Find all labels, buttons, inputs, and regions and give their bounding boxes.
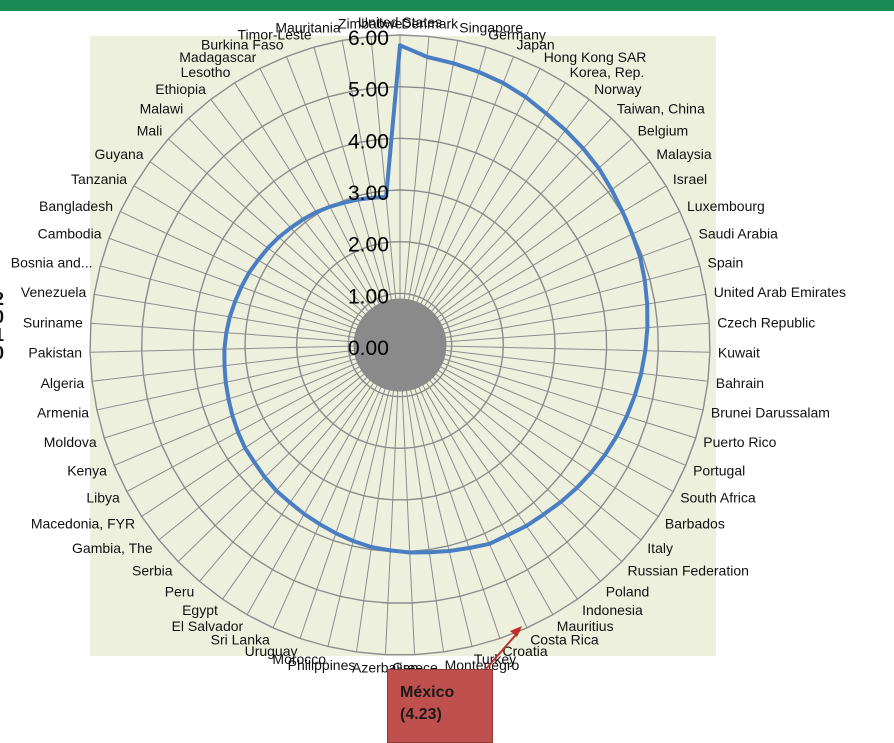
category-label: Kuwait: [718, 345, 760, 361]
category-label: El Salvador: [172, 618, 244, 634]
radial-tick-label: 0.00: [348, 337, 389, 360]
category-label: Macedonia, FYR: [31, 516, 135, 532]
category-label: Czech Republic: [717, 314, 815, 330]
category-label: Gambia, The: [72, 540, 153, 556]
category-label: Puerto Rico: [703, 434, 776, 450]
center-disc: [353, 298, 447, 392]
category-label: United States: [358, 14, 442, 30]
category-label: Barbados: [665, 516, 725, 532]
category-label: Philippines: [288, 657, 356, 673]
category-label: Tanzania: [71, 171, 127, 187]
category-label: Indonesia: [582, 602, 643, 618]
category-label: Guyana: [95, 146, 144, 162]
radial-tick-labels: 0.00 1.00 2.00 3.00 4.00 5.00 6.00: [348, 27, 389, 360]
category-label: Belgium: [638, 122, 689, 138]
category-label: Sri Lanka: [211, 632, 270, 648]
category-label: Croatia: [503, 643, 548, 659]
category-label: Libya: [86, 490, 120, 506]
category-label: Germany: [488, 27, 546, 43]
category-label: Spain: [708, 255, 744, 271]
radial-tick-label: 2.00: [348, 234, 389, 257]
category-label: Morocco: [272, 651, 326, 667]
category-label: Hong Kong SAR: [544, 49, 647, 65]
category-label: Cambodia: [38, 226, 102, 242]
category-label: Lesotho: [181, 64, 231, 80]
series-line: [222, 43, 650, 555]
category-label: Zimbabwe: [338, 15, 403, 31]
category-label: Bosnia and...: [11, 255, 93, 271]
grid-ring: [295, 240, 505, 449]
top-banner: [0, 0, 894, 11]
radial-tick-label: 5.00: [348, 79, 389, 102]
category-label: Timor-Leste: [238, 27, 312, 43]
category-label: Mauritania: [275, 20, 341, 36]
category-label: Norway: [594, 81, 641, 97]
grid-ring: [244, 189, 556, 501]
side-year-text: 2 0 1 0: [0, 290, 8, 490]
grid-ring: [89, 34, 711, 656]
category-label: Armenia: [37, 405, 89, 421]
category-label: Venezuela: [21, 284, 87, 300]
radial-tick-label: 1.00: [348, 285, 389, 308]
category-label: Mauritius: [557, 618, 614, 634]
category-label: Singapore: [459, 20, 523, 36]
category-label: Malaysia: [656, 146, 711, 162]
category-label: Israel: [673, 171, 707, 187]
category-label: Taiwan, China: [617, 101, 705, 117]
category-label: Suriname: [23, 314, 83, 330]
category-label: Uruguay: [245, 643, 298, 659]
category-label: Serbia: [132, 563, 173, 579]
category-label: Poland: [606, 583, 650, 599]
category-label: Bangladesh: [39, 198, 113, 214]
category-label: Madagascar: [179, 49, 256, 65]
category-label: Brunei Darussalam: [711, 405, 830, 421]
grid-ring: [347, 292, 453, 398]
category-label: Portugal: [693, 462, 745, 478]
category-label: Russian Federation: [628, 563, 749, 579]
category-label: Luxembourg: [687, 198, 765, 214]
category-label: Japan: [517, 37, 555, 53]
category-label: Algeria: [41, 375, 85, 391]
callout-line2: (4.23): [400, 706, 442, 723]
category-label: Denmark: [401, 15, 459, 31]
category-label: Montenegro: [445, 657, 520, 673]
radial-tick-label: 3.00: [348, 182, 389, 205]
radial-tick-label: 6.00: [348, 27, 389, 50]
center-dense-area: [353, 298, 447, 392]
category-label: Egypt: [182, 602, 218, 618]
category-label: United Arab Emirates: [714, 284, 846, 300]
category-label: South Africa: [680, 490, 756, 506]
category-label: Saudi Arabia: [699, 226, 779, 242]
callout-box: México (4.23): [387, 669, 493, 743]
category-label: Moldova: [44, 434, 97, 450]
category-label: Kenya: [67, 462, 107, 478]
category-label: Costa Rica: [530, 632, 599, 648]
category-label: Peru: [165, 583, 195, 599]
category-label: Bahrain: [716, 375, 764, 391]
category-label: Burkina Faso: [201, 37, 284, 53]
category-label: Korea, Rep.: [570, 64, 645, 80]
category-label: Ethiopia: [155, 81, 206, 97]
radial-tick-label: 4.00: [348, 130, 389, 153]
category-label: Malawi: [140, 101, 184, 117]
category-label: Mali: [137, 122, 163, 138]
category-label: Pakistan: [28, 345, 82, 361]
callout-line1: México: [400, 684, 455, 701]
category-label: Italy: [647, 540, 673, 556]
